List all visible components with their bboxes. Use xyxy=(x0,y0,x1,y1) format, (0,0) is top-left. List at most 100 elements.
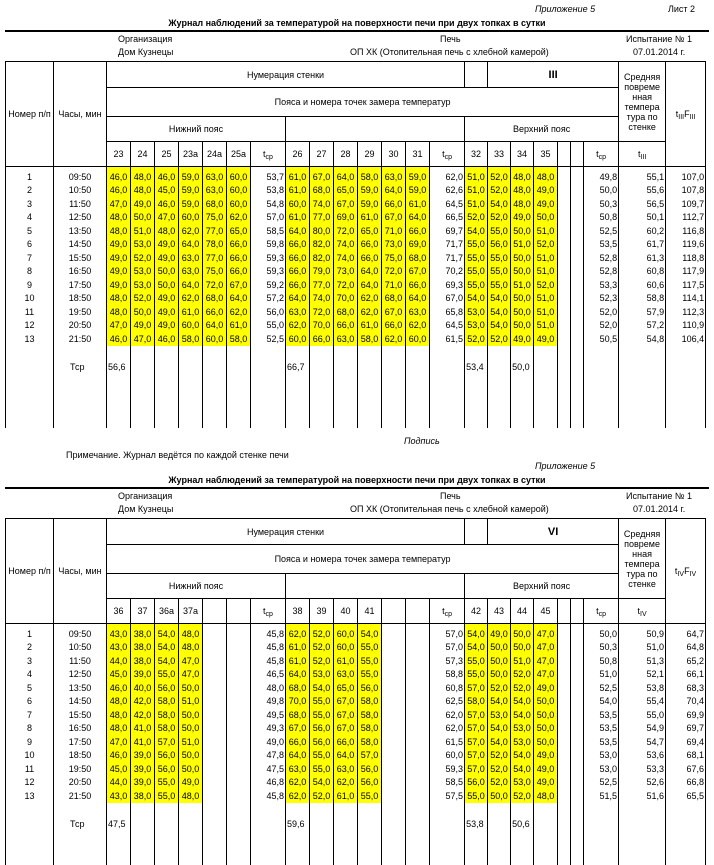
temperature: 55,0 xyxy=(357,640,382,654)
date: 07.01.2014 г. xyxy=(633,47,686,57)
value xyxy=(381,654,406,668)
temperature: 69,0 xyxy=(405,237,430,251)
temperature: 55,0 xyxy=(154,789,179,803)
temperature: 38,0 xyxy=(130,789,155,803)
value xyxy=(557,762,572,776)
value xyxy=(405,694,430,708)
test: Испытание № 1 xyxy=(626,34,693,44)
value: 52,6 xyxy=(618,775,667,789)
row-number: 1 xyxy=(5,166,54,184)
empty xyxy=(53,844,107,865)
empty xyxy=(428,387,466,428)
tsr-value xyxy=(130,345,155,388)
value: 57,5 xyxy=(428,789,466,803)
temperature: 49,0 xyxy=(130,197,155,211)
temperature: 67,0 xyxy=(381,305,406,319)
value: 53,0 xyxy=(583,748,620,762)
column-header: 41 xyxy=(357,598,382,624)
temperature: 46,0 xyxy=(106,183,131,197)
time: 10:50 xyxy=(53,183,107,197)
tsr-value xyxy=(226,345,251,388)
tsr-value xyxy=(202,345,227,388)
temperature: 51,0 xyxy=(533,291,559,305)
empty xyxy=(154,387,179,428)
temperature: 49,0 xyxy=(533,681,559,695)
value xyxy=(202,640,227,654)
value xyxy=(557,291,572,305)
value xyxy=(405,775,430,789)
temperature: 67,0 xyxy=(333,694,358,708)
temperature: 54,0 xyxy=(357,623,382,641)
value: 117,9 xyxy=(665,264,707,278)
value xyxy=(570,735,585,749)
avg-header: Средняя повреме нная темпера тура по сте… xyxy=(618,61,667,142)
temperature: 51,0 xyxy=(533,251,559,265)
value: 62,0 xyxy=(428,721,466,735)
temperature: 59,0 xyxy=(405,183,430,197)
lower-belt: Нижний пояс xyxy=(106,573,286,599)
temperature: 55,0 xyxy=(487,278,512,292)
temperature: 49,0 xyxy=(154,237,179,251)
empty xyxy=(106,844,131,865)
temperature: 49,0 xyxy=(510,210,535,224)
temperature: 62,0 xyxy=(178,291,203,305)
temperature: 51,0 xyxy=(464,197,489,211)
value: 65,2 xyxy=(665,654,707,668)
temperature: 59,0 xyxy=(178,166,203,184)
tsr-value xyxy=(533,345,559,388)
row-number: 8 xyxy=(5,721,54,735)
value: 51,5 xyxy=(583,789,620,803)
temperature: 63,0 xyxy=(178,264,203,278)
temperature: 50,0 xyxy=(510,640,535,654)
temperature: 78,0 xyxy=(202,237,227,251)
value: 107,0 xyxy=(665,166,707,184)
temperature: 54,0 xyxy=(510,708,535,722)
temperature: 51,0 xyxy=(178,694,203,708)
temperature: 72,0 xyxy=(309,305,334,319)
temperature: 49,0 xyxy=(178,775,203,789)
empty xyxy=(533,844,559,865)
row-number: 12 xyxy=(5,318,54,332)
temperature: 72,0 xyxy=(381,264,406,278)
temperature: 47,0 xyxy=(178,667,203,681)
value: 68,1 xyxy=(665,748,707,762)
value: 62,6 xyxy=(428,183,466,197)
empty xyxy=(309,844,334,865)
temperature: 53,0 xyxy=(464,318,489,332)
value xyxy=(570,721,585,735)
value xyxy=(381,735,406,749)
date: 07.01.2014 г. xyxy=(633,504,686,514)
temperature: 55,0 xyxy=(357,667,382,681)
value: 54,8 xyxy=(250,197,286,211)
temperature: 48,0 xyxy=(106,210,131,224)
temperature: 61,0 xyxy=(285,166,310,184)
time-header: Часы, мин xyxy=(53,61,107,167)
empty xyxy=(510,844,535,865)
temperature: 48,0 xyxy=(510,183,535,197)
temperature: 43,0 xyxy=(106,789,131,803)
data-row: 4 12:50 48,0 50,0 47,0 60,0 75,0 62,0 57,0 61,0 77… xyxy=(5,210,707,224)
value: 56,0 xyxy=(250,305,286,319)
value xyxy=(405,640,430,654)
temperature: 51,0 xyxy=(533,305,559,319)
value: 53,0 xyxy=(583,762,620,776)
empty xyxy=(309,387,334,428)
temperature: 62,0 xyxy=(381,332,406,346)
time: 17:50 xyxy=(53,735,107,749)
time: 14:50 xyxy=(53,694,107,708)
temperature: 57,0 xyxy=(464,748,489,762)
value: 58,8 xyxy=(428,667,466,681)
value xyxy=(226,694,251,708)
temperature: 54,0 xyxy=(510,694,535,708)
temperature: 48,0 xyxy=(106,291,131,305)
empty xyxy=(178,844,203,865)
temperature: 53,0 xyxy=(130,237,155,251)
empty xyxy=(618,387,667,428)
label-part: ср xyxy=(265,611,273,618)
label-part: t xyxy=(675,109,679,119)
temperature: 55,0 xyxy=(464,667,489,681)
column-header: 23а xyxy=(178,141,203,167)
temperature: 56,0 xyxy=(357,775,382,789)
data-row: 8 16:50 48,0 41,0 58,0 50,0 49,3 67,0 56,0 67,0 58… xyxy=(5,721,707,735)
label-part: t xyxy=(263,149,266,159)
